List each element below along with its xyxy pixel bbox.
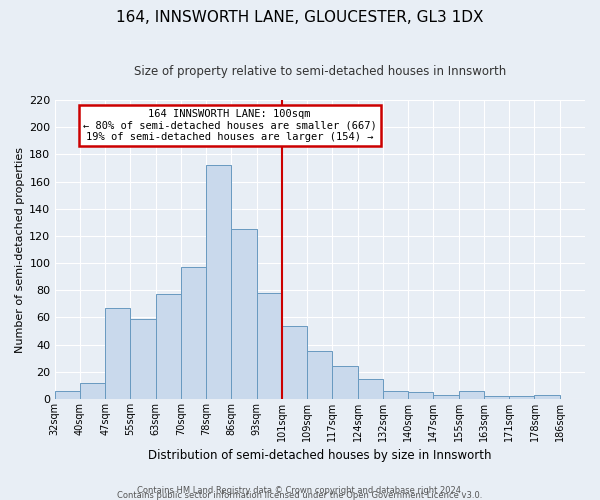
Bar [105,308,130,399]
Bar [408,392,433,399]
Bar [383,391,408,399]
Bar [307,352,332,399]
Bar [282,326,307,399]
Title: Size of property relative to semi-detached houses in Innsworth: Size of property relative to semi-detach… [134,65,506,78]
Bar [484,396,509,399]
Bar [181,267,206,399]
Bar [232,229,257,399]
Text: Contains public sector information licensed under the Open Government Licence v3: Contains public sector information licen… [118,491,482,500]
Bar [459,391,484,399]
Bar [535,395,560,399]
Bar [509,396,535,399]
Text: Contains HM Land Registry data © Crown copyright and database right 2024.: Contains HM Land Registry data © Crown c… [137,486,463,495]
Bar [332,366,358,399]
Bar [55,391,80,399]
Bar [358,378,383,399]
Text: 164, INNSWORTH LANE, GLOUCESTER, GL3 1DX: 164, INNSWORTH LANE, GLOUCESTER, GL3 1DX [116,10,484,25]
X-axis label: Distribution of semi-detached houses by size in Innsworth: Distribution of semi-detached houses by … [148,450,491,462]
Bar [257,293,282,399]
Text: 164 INNSWORTH LANE: 100sqm
← 80% of semi-detached houses are smaller (667)
19% o: 164 INNSWORTH LANE: 100sqm ← 80% of semi… [83,109,376,142]
Bar [155,294,181,399]
Bar [433,395,459,399]
Bar [130,319,155,399]
Bar [206,165,232,399]
Y-axis label: Number of semi-detached properties: Number of semi-detached properties [15,146,25,352]
Bar [80,382,105,399]
